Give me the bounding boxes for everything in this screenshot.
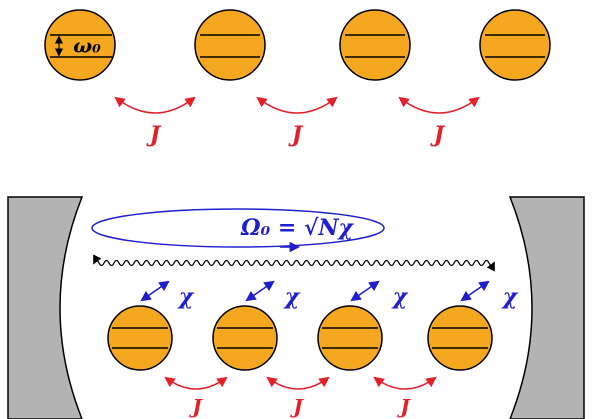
chi-label: χ: [501, 284, 519, 310]
atom-cavity-couplings: [140, 280, 490, 302]
coupling-label: J: [289, 395, 304, 419]
chi-label: χ: [391, 284, 409, 310]
top-couplings: [114, 96, 480, 114]
coupling-label: J: [396, 395, 411, 419]
cavity-field: [93, 254, 495, 272]
coupling-label: J: [288, 122, 304, 148]
coupling-label: J: [146, 122, 162, 148]
collective-label: Ω₀ = √Nχ: [240, 215, 355, 241]
collective-ellipse: [91, 208, 385, 248]
coupling-label: J: [430, 122, 446, 148]
top-atoms: [44, 9, 551, 81]
chi-label: χ: [283, 284, 301, 310]
coupling-label: J: [188, 395, 203, 419]
frequency-label: ω₀: [73, 34, 101, 58]
cavity-atoms: [107, 305, 493, 371]
left-mirror: [7, 196, 84, 419]
cavity-couplings: [164, 376, 437, 390]
chi-label: χ: [177, 284, 195, 310]
right-mirror: [508, 196, 585, 419]
